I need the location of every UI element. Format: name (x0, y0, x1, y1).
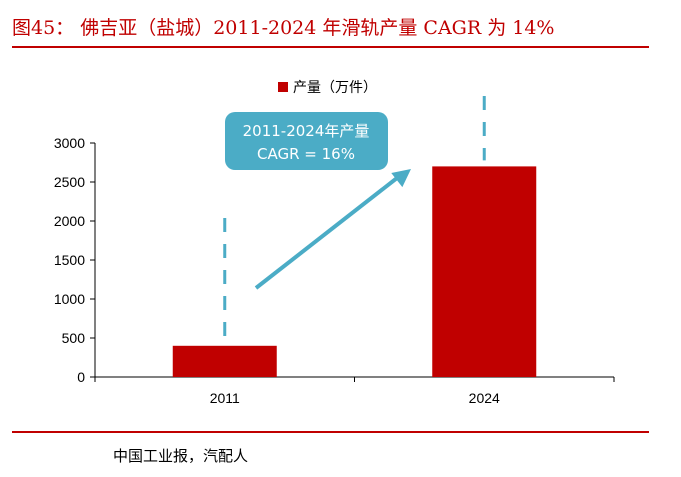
callout-line-2: CAGR = 16% (257, 145, 355, 163)
legend-swatch (278, 82, 288, 92)
y-tick-label: 1000 (54, 291, 85, 307)
y-tick-label: 2000 (54, 213, 85, 229)
callout-box (225, 112, 388, 170)
figure-title: 图45： 佛吉亚（盐城）2011-2024 年滑轨产量 CAGR 为 14% (12, 17, 555, 39)
y-tick-label: 3000 (54, 135, 85, 151)
callout-line-1: 2011-2024年产量 (243, 122, 370, 140)
y-tick-label: 1500 (54, 252, 85, 268)
bottom-rule (12, 431, 649, 433)
axes: 0 500 1000 1500 2000 2500 3000 2011 2024 (54, 135, 615, 406)
legend-label-output: 产量（万件） (293, 80, 377, 96)
bars (172, 166, 537, 377)
dashed-markers (223, 96, 486, 340)
y-tick-label: 500 (62, 330, 86, 346)
bar-2011 (172, 345, 277, 377)
top-rule (12, 46, 649, 48)
y-tick-label: 0 (77, 369, 85, 385)
bar-2024 (432, 166, 537, 377)
arrow-head (391, 169, 411, 188)
x-tick-label: 2011 (210, 390, 240, 406)
y-tick-label: 2500 (54, 174, 85, 190)
arrow-shaft (254, 176, 399, 290)
legend: 产量（万件） (278, 80, 377, 96)
x-tick-label: 2024 (469, 390, 500, 406)
growth-arrow (254, 169, 411, 290)
cagr-callout: 2011-2024年产量 CAGR = 16% (225, 112, 388, 170)
source-note: 中国工业报，汽配人 (113, 447, 249, 465)
